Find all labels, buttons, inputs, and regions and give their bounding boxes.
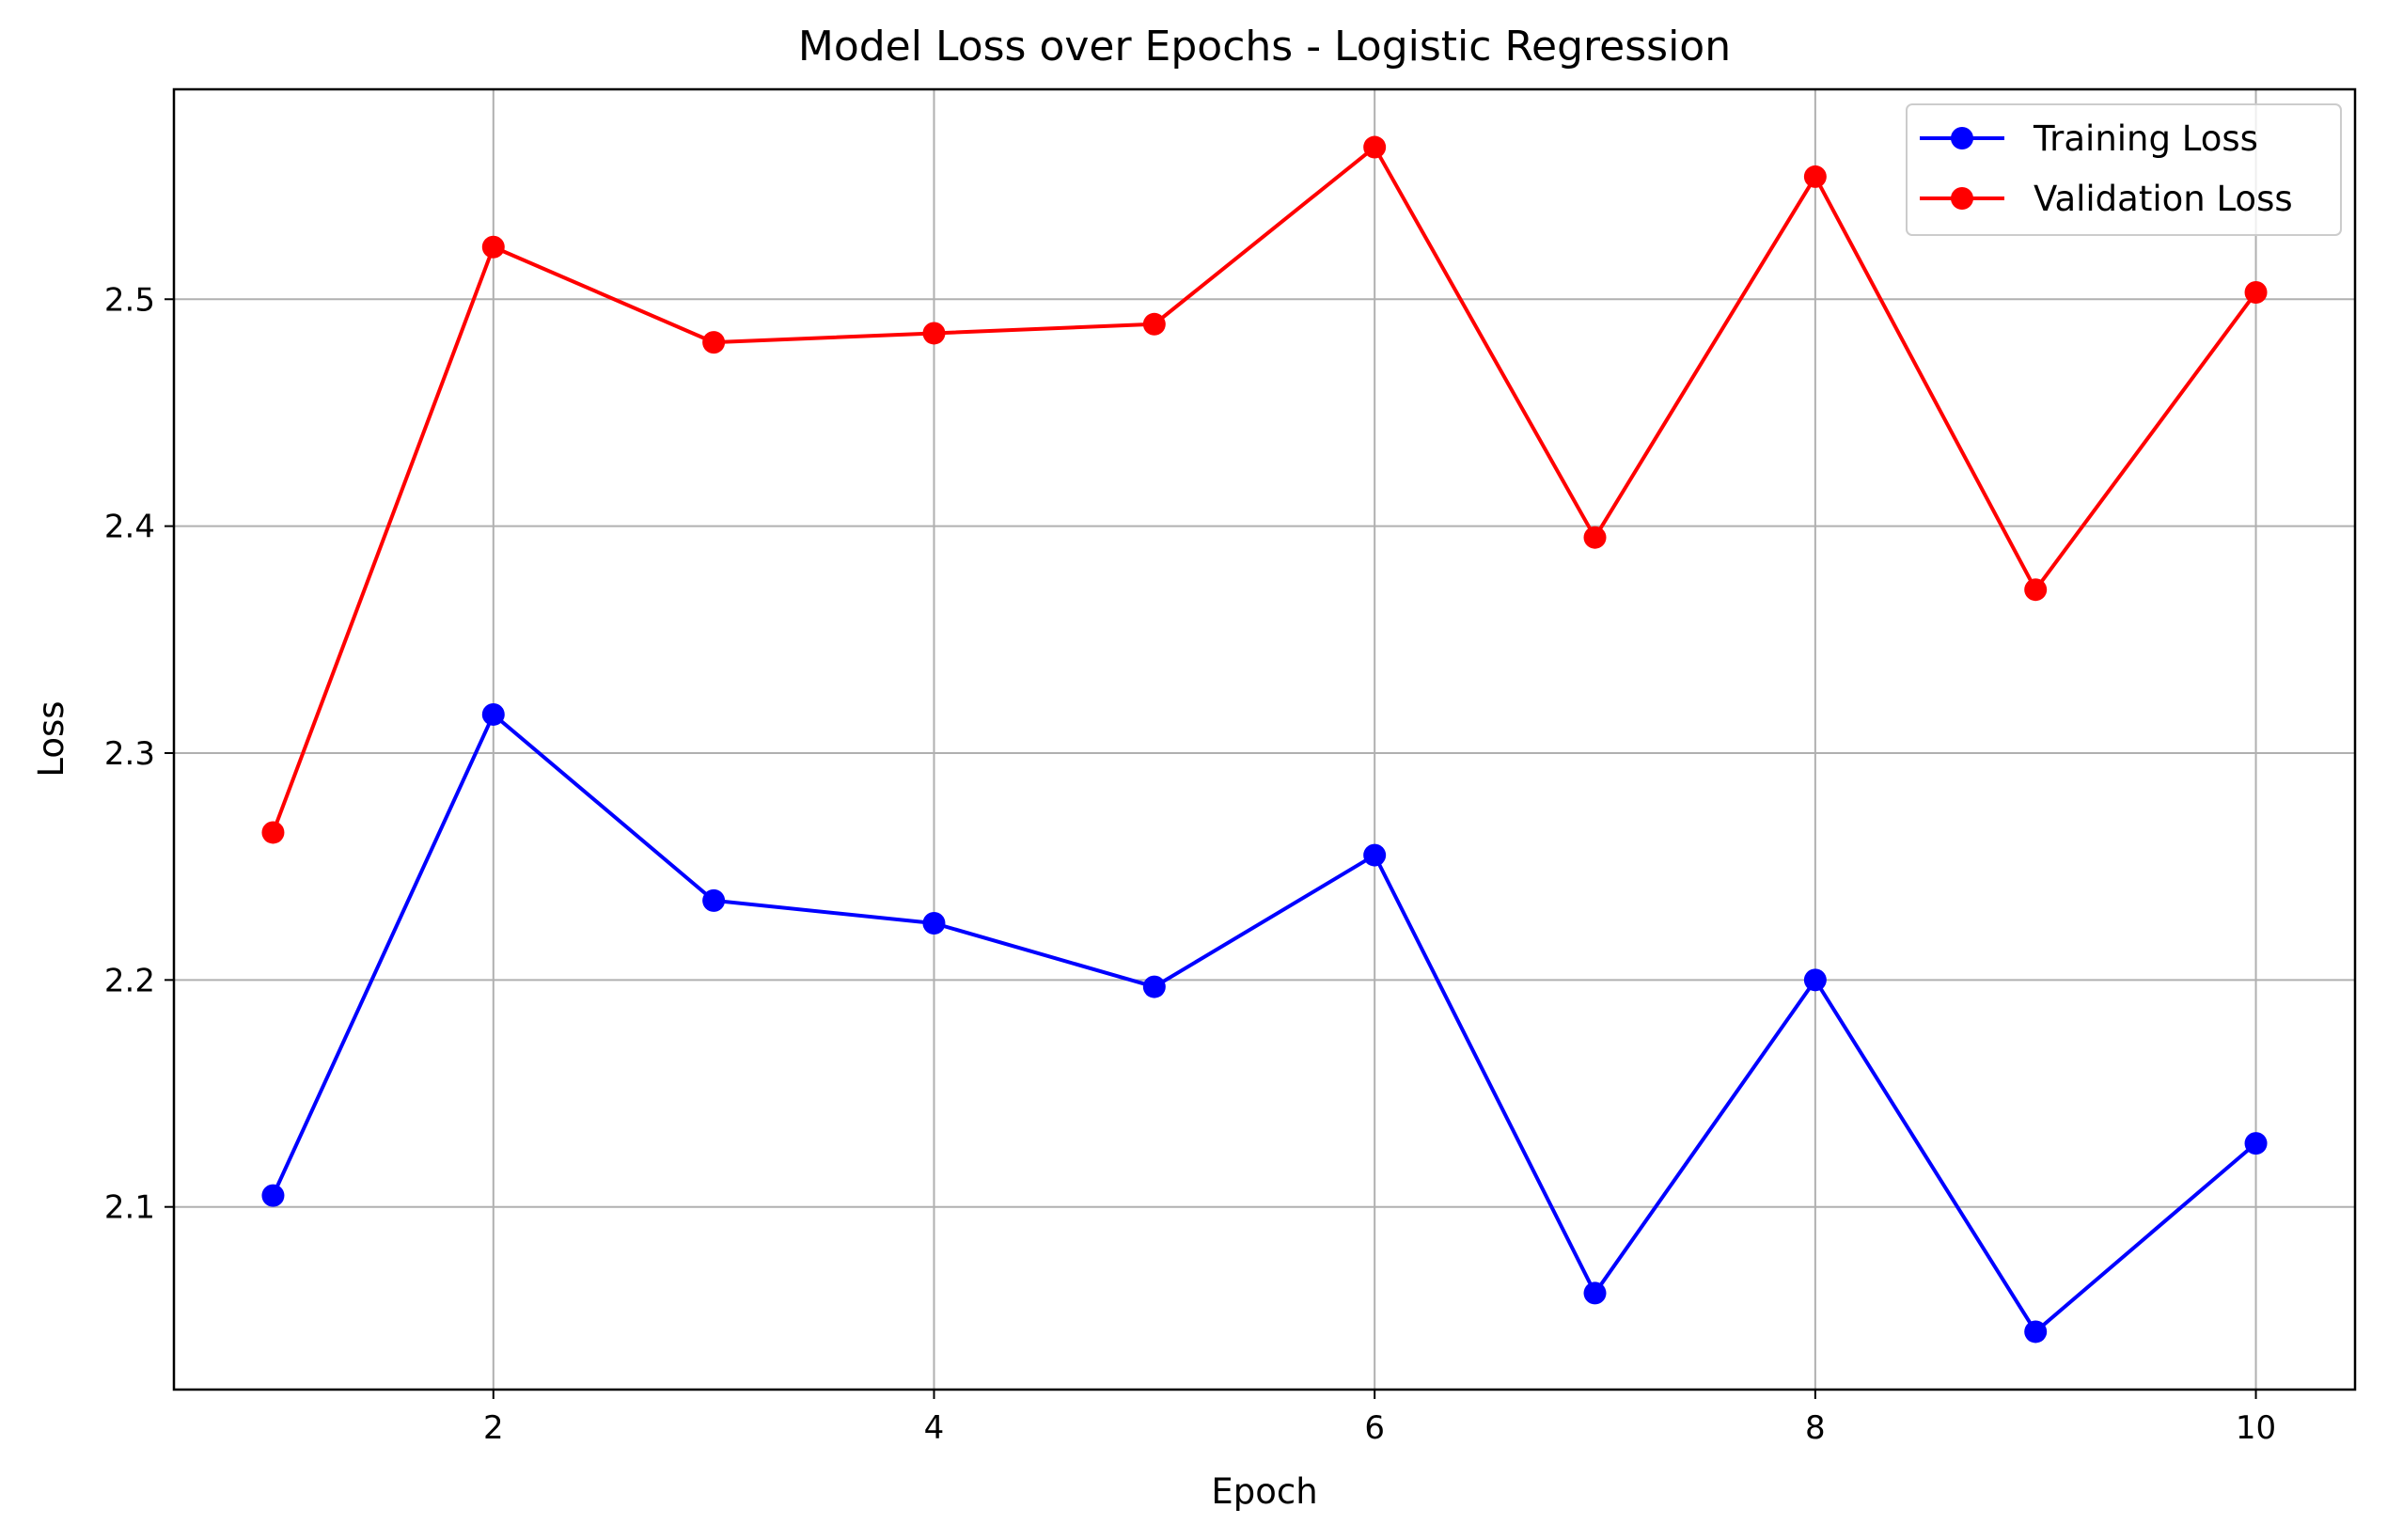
x-tick-label: 6: [1364, 1409, 1385, 1447]
y-tick-label: 2.4: [104, 509, 155, 546]
x-tick-label: 2: [483, 1409, 504, 1447]
legend-box: [1906, 103, 2342, 236]
validation-loss-point: [481, 235, 505, 259]
legend-item-validation: Validation Loss: [1920, 179, 2293, 219]
x-tick-label: 4: [924, 1409, 945, 1447]
validation-loss-line: [271, 145, 2258, 834]
validation-loss-point: [702, 331, 726, 354]
validation-loss-point: [1363, 135, 1387, 159]
training-loss-point: [1803, 968, 1827, 992]
y-tick-label: 2.5: [104, 281, 155, 319]
training-loss-point: [702, 888, 726, 912]
training-loss-point: [481, 702, 505, 726]
plot-frame: [172, 87, 2357, 1391]
legend-item-training: Training Loss: [1920, 118, 2258, 159]
x-tick-label: 8: [1805, 1409, 1826, 1447]
y-tick-label: 2.3: [104, 735, 155, 773]
training-loss-point: [261, 1184, 285, 1207]
legend: Training Loss Validation Loss: [1906, 103, 2342, 236]
training-loss-point: [2024, 1320, 2048, 1344]
validation-loss-point: [1583, 526, 1607, 549]
y-tick-label: 2.2: [104, 962, 155, 999]
validation-loss-point: [2024, 578, 2048, 602]
training-loss-point: [2244, 1132, 2268, 1155]
legend-label-training: Training Loss: [2033, 118, 2258, 159]
x-tick-label: 10: [2236, 1409, 2276, 1447]
training-loss-line: [271, 712, 2257, 1334]
training-loss-point: [1142, 975, 1166, 998]
chart-title: Model Loss over Epochs - Logistic Regres…: [798, 23, 1731, 71]
y-tick-label: 2.1: [104, 1189, 155, 1227]
series-training-loss: [261, 702, 2268, 1344]
x-axis-label: Epoch: [1211, 1471, 1317, 1512]
training-loss-point: [922, 912, 946, 935]
series-validation-loss: [261, 135, 2268, 844]
validation-loss-point: [261, 821, 285, 844]
y-axis-label: Loss: [31, 700, 71, 777]
legend-marker-training: [1951, 127, 1973, 149]
validation-loss-point: [2244, 281, 2268, 305]
y-axis-ticks: 2.1 2.2 2.3 2.4 2.5: [104, 281, 174, 1227]
training-loss-point: [1363, 843, 1387, 867]
series-layer: [261, 135, 2268, 1344]
validation-loss-point: [1803, 165, 1827, 188]
validation-loss-point: [1142, 312, 1166, 336]
legend-label-validation: Validation Loss: [2034, 179, 2293, 219]
x-axis-ticks: 2 4 6 8 10: [483, 1390, 2276, 1447]
legend-marker-validation: [1951, 187, 1973, 210]
training-loss-point: [1583, 1281, 1607, 1305]
validation-loss-point: [922, 322, 946, 345]
